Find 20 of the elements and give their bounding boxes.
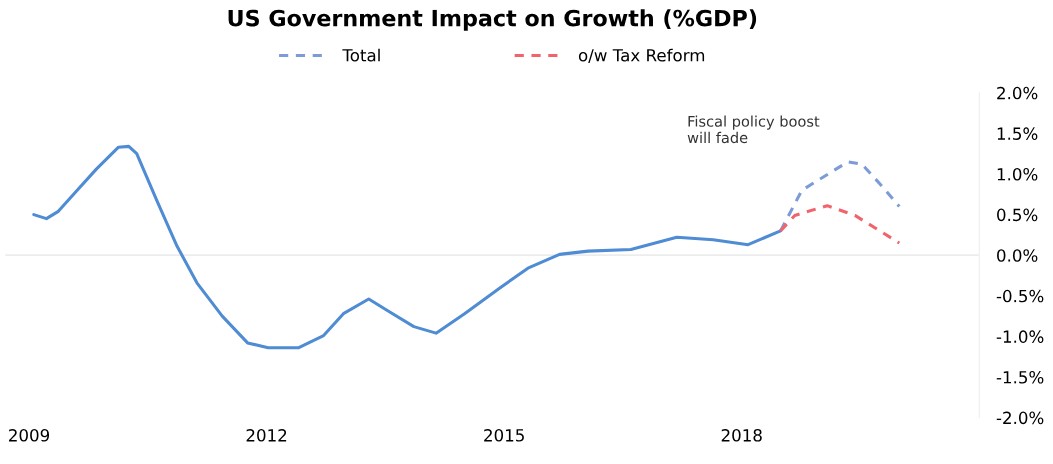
line-series [779, 160, 901, 233]
y-tick-label: -1.5% [996, 370, 1044, 384]
y-tick-label: 2.0% [997, 86, 1038, 100]
x-tick-label: 2012 [246, 429, 287, 442]
chart-title: US Government Impact on Growth (%GDP) [228, 9, 757, 31]
y-tick-label: 1.5% [997, 127, 1038, 140]
y-tick-label: -2.0% [996, 411, 1044, 425]
line-series [32, 144, 783, 350]
y-tick-label: 0.5% [997, 208, 1038, 222]
y-tick-label: 0.0% [997, 249, 1038, 262]
y-tick-label: -1.0% [996, 330, 1044, 343]
legend-label: Total [342, 48, 380, 62]
y-tick-label: -0.5% [996, 289, 1044, 303]
y-tick-label: 1.0% [997, 167, 1038, 181]
x-tick-label: 2018 [721, 429, 762, 442]
x-tick-label: 2015 [484, 429, 524, 442]
legend-label: o/w Tax Reform [578, 48, 705, 63]
annotation: Fiscal policy boost will fade [687, 115, 820, 144]
x-tick-label: 2009 [9, 429, 50, 442]
line-series [779, 204, 901, 245]
